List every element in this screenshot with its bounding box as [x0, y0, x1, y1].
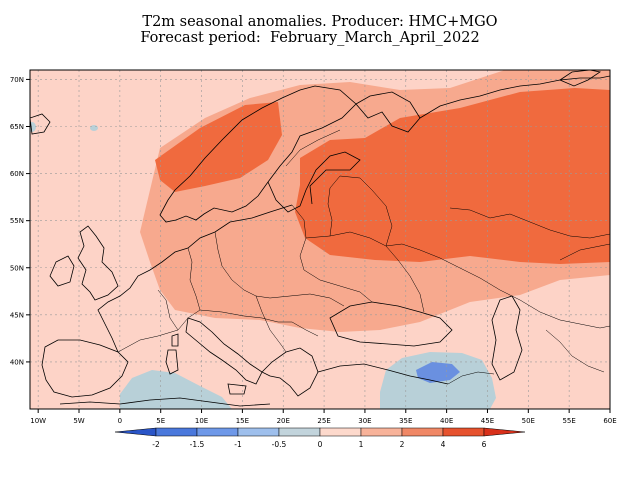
lat-tick-label: 65N: [10, 123, 24, 131]
latitude-axis: 70N 65N 60N 55N 50N 45N 40N: [10, 76, 30, 366]
colorbar-label: 6: [482, 440, 487, 449]
graticule: [30, 70, 610, 409]
colorbar-segment: [196, 427, 239, 437]
lon-tick-label: 50E: [522, 417, 535, 425]
colorbar-segment: [360, 427, 403, 437]
map-title-line1: T2m seasonal anomalies. Producer: HMC+MG…: [142, 14, 498, 30]
lon-tick-label: 30E: [358, 417, 371, 425]
strong-warm-anomaly-scandinavia: [155, 102, 282, 192]
lon-tick-label: 25E: [317, 417, 330, 425]
lon-tick-label: 20E: [277, 417, 290, 425]
lat-tick-label: 55N: [10, 217, 24, 225]
colorbar-segment: [319, 427, 362, 437]
map-frame: [29, 69, 611, 410]
lon-tick-label: 45E: [481, 417, 494, 425]
lon-tick-label: 35E: [399, 417, 412, 425]
country-borders: [117, 129, 610, 385]
colorbar-segment: [442, 427, 485, 437]
colorbar-label: 4: [441, 440, 446, 449]
anomaly-field: [30, 70, 610, 409]
cold-anomaly-spot-norwegian-sea: [90, 125, 98, 131]
colorbar-label: -1: [234, 440, 242, 449]
colorbar-segment: [278, 427, 321, 437]
strong-warm-anomaly-russia: [295, 88, 610, 264]
colorbar: -2 -1.5 -1 -0.5 0 1 2 4 6: [114, 427, 526, 449]
colorbar-label: -2: [152, 440, 160, 449]
lon-tick-label: 10W: [30, 417, 46, 425]
map-title-line2: Forecast period: February_March_April_20…: [140, 30, 480, 46]
lon-tick-label: 5W: [73, 417, 84, 425]
lat-tick-label: 70N: [10, 76, 24, 84]
colorbar-segment: [401, 427, 444, 437]
lon-tick-label: 60E: [603, 417, 616, 425]
colorbar-label: 2: [400, 440, 405, 449]
lon-tick-label: 10E: [195, 417, 208, 425]
lon-tick-label: 5E: [156, 417, 165, 425]
colorbar-label: 1: [359, 440, 364, 449]
lon-tick-label: 0: [118, 417, 122, 425]
lat-tick-label: 50N: [10, 264, 24, 272]
longitude-axis: 10W 5W 0 5E 10E 15E 20E 25E 30E 35E 40E 45E 50E 55E 60…: [30, 409, 617, 425]
cold-anomaly-core: [416, 362, 460, 383]
colorbar-segment: [155, 427, 198, 437]
lon-tick-label: 40E: [440, 417, 453, 425]
colorbar-label: -1.5: [190, 440, 205, 449]
lat-tick-label: 45N: [10, 311, 24, 319]
lat-tick-label: 40N: [10, 358, 24, 366]
lat-tick-label: 60N: [10, 170, 24, 178]
lon-tick-label: 55E: [562, 417, 575, 425]
colorbar-label: -0.5: [272, 440, 287, 449]
cold-anomaly-mediterranean: [120, 370, 232, 409]
colorbar-segment: [483, 427, 526, 437]
colorbar-segment: [237, 427, 280, 437]
lon-tick-label: 15E: [236, 417, 249, 425]
colorbar-segment: [114, 427, 157, 437]
colorbar-label: 0: [318, 440, 323, 449]
